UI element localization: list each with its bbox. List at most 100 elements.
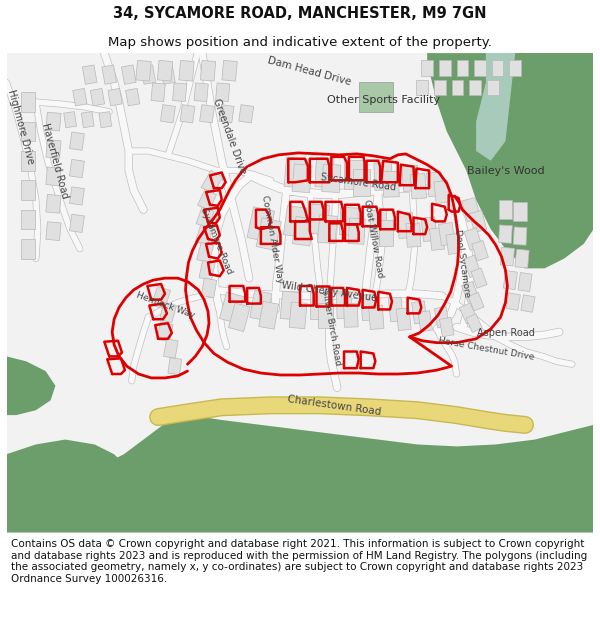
Bar — [396, 308, 411, 331]
Bar — [402, 165, 419, 192]
Bar — [20, 92, 35, 112]
Bar — [70, 214, 85, 232]
Bar — [197, 189, 217, 211]
Bar — [521, 295, 535, 312]
Polygon shape — [515, 53, 593, 102]
Bar — [46, 194, 61, 213]
Bar — [427, 172, 443, 197]
Text: Horse Chestnut Drive: Horse Chestnut Drive — [437, 336, 535, 361]
Polygon shape — [359, 82, 393, 112]
Bar — [430, 228, 445, 251]
Bar — [514, 227, 527, 245]
Bar — [173, 83, 187, 102]
Bar — [340, 208, 358, 236]
Bar — [201, 278, 217, 298]
Bar — [310, 292, 325, 319]
Bar — [439, 222, 455, 246]
Bar — [222, 61, 237, 81]
Bar — [200, 104, 215, 123]
Bar — [463, 255, 481, 278]
Bar — [256, 217, 281, 251]
Bar — [452, 80, 463, 95]
Polygon shape — [7, 417, 593, 532]
Bar — [434, 80, 446, 95]
Text: Common Alder Way: Common Alder Way — [260, 194, 285, 284]
Bar — [348, 218, 365, 244]
Bar — [136, 61, 151, 81]
Bar — [292, 164, 312, 192]
Bar — [499, 200, 512, 219]
Bar — [259, 301, 278, 329]
Text: Wild Cherry Avenue: Wild Cherry Avenue — [281, 280, 377, 304]
Bar — [20, 151, 35, 171]
Bar — [370, 209, 386, 237]
Polygon shape — [7, 356, 55, 415]
Text: Other Sports Facility: Other Sports Facility — [326, 95, 440, 105]
Text: Charlestown Road: Charlestown Road — [287, 394, 382, 417]
Polygon shape — [7, 53, 593, 532]
Text: Bailey's Wood: Bailey's Wood — [467, 166, 544, 176]
Bar — [201, 171, 223, 194]
Bar — [439, 60, 451, 76]
Bar — [383, 171, 399, 198]
Bar — [46, 112, 61, 131]
Bar — [289, 302, 307, 329]
Bar — [70, 187, 85, 205]
Text: 34, SYCAMORE ROAD, MANCHESTER, M9 7GN: 34, SYCAMORE ROAD, MANCHESTER, M9 7GN — [113, 6, 487, 21]
Bar — [125, 88, 140, 106]
Bar — [194, 83, 208, 102]
Bar — [46, 139, 61, 158]
Bar — [336, 292, 352, 319]
Bar — [468, 292, 484, 311]
Bar — [82, 65, 97, 84]
Text: Map shows position and indicative extent of the property.: Map shows position and indicative extent… — [108, 36, 492, 49]
Bar — [239, 104, 254, 123]
Bar — [121, 65, 136, 84]
Bar — [515, 249, 529, 268]
Bar — [499, 225, 512, 243]
Text: Greendale Drive: Greendale Drive — [211, 97, 248, 176]
Text: Dam Head Drive: Dam Head Drive — [267, 55, 353, 87]
Bar — [434, 181, 450, 204]
Bar — [410, 174, 427, 199]
Polygon shape — [427, 53, 593, 268]
Bar — [161, 65, 175, 84]
Bar — [280, 291, 300, 320]
Bar — [151, 83, 165, 102]
Bar — [421, 217, 437, 242]
Bar — [152, 286, 170, 309]
Bar — [160, 302, 176, 322]
Bar — [168, 357, 182, 375]
Bar — [368, 305, 384, 329]
Bar — [472, 241, 488, 261]
Bar — [283, 206, 307, 238]
Bar — [518, 272, 532, 292]
Text: Hemlock Way: Hemlock Way — [134, 291, 196, 320]
Bar — [513, 202, 527, 221]
Bar — [99, 112, 112, 128]
Bar — [91, 88, 104, 106]
Polygon shape — [7, 396, 134, 484]
Bar — [157, 61, 173, 81]
Bar — [460, 303, 477, 324]
Bar — [398, 213, 413, 238]
Bar — [388, 297, 403, 322]
Bar — [471, 268, 487, 288]
Bar — [412, 301, 427, 324]
Bar — [64, 112, 76, 128]
Bar — [108, 88, 122, 106]
Bar — [247, 207, 275, 242]
Bar — [20, 209, 35, 229]
Bar — [196, 207, 214, 228]
Bar — [200, 61, 216, 81]
Bar — [141, 65, 155, 84]
Bar — [197, 242, 214, 263]
Bar — [229, 303, 250, 332]
Bar — [474, 60, 486, 76]
Bar — [361, 294, 376, 321]
Bar — [199, 261, 215, 280]
Bar — [406, 223, 421, 247]
Text: Sycamore Road: Sycamore Road — [320, 172, 397, 192]
Bar — [70, 132, 85, 150]
Bar — [464, 228, 482, 250]
